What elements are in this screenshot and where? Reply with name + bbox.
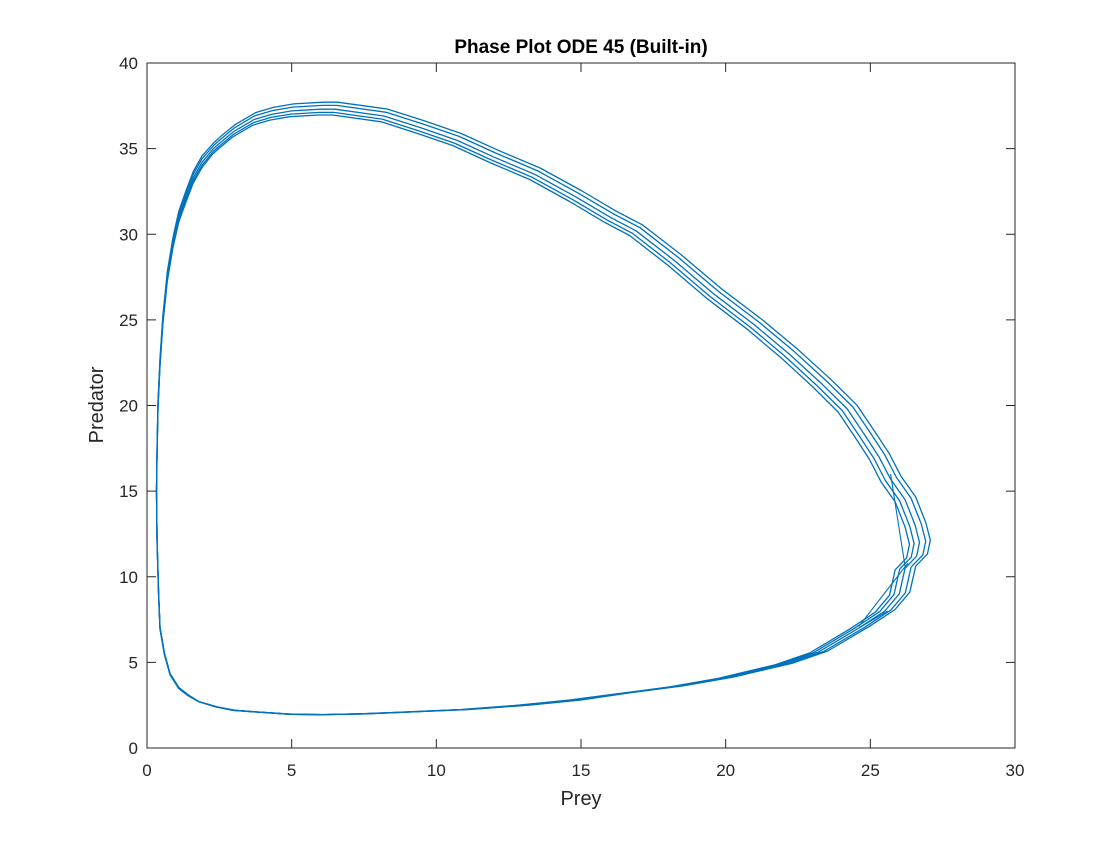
- y-tick-label: 40: [119, 54, 138, 73]
- y-axis-ticks: 0 5 10 15 20 25 30 35 40: [119, 54, 1015, 758]
- x-tick-label: 0: [142, 761, 151, 780]
- phase-trajectory-segment: [890, 473, 906, 567]
- y-tick-label: 30: [119, 225, 138, 244]
- phase-trajectory-segment: [858, 610, 888, 629]
- y-tick-label: 25: [119, 311, 138, 330]
- x-tick-label: 15: [572, 761, 591, 780]
- y-tick-label: 10: [119, 568, 138, 587]
- chart-title: Phase Plot ODE 45 (Built-in): [454, 37, 707, 58]
- x-axis-ticks: 0 5 10 15 20 25 30: [142, 63, 1024, 780]
- y-tick-label: 0: [129, 739, 138, 758]
- x-tick-label: 30: [1006, 761, 1025, 780]
- y-tick-label: 15: [119, 482, 138, 501]
- x-tick-label: 25: [861, 761, 880, 780]
- plot-area-background: [147, 63, 1015, 748]
- x-tick-label: 20: [716, 761, 735, 780]
- phase-curves: [155, 101, 931, 716]
- x-tick-label: 5: [287, 761, 296, 780]
- phase-trajectory-line: [155, 114, 911, 716]
- y-axis-label: Predator: [86, 366, 108, 443]
- x-tick-label: 10: [427, 761, 446, 780]
- y-tick-label: 35: [119, 140, 138, 159]
- y-tick-label: 5: [129, 653, 138, 672]
- y-tick-label: 20: [119, 397, 138, 416]
- x-axis-label: Prey: [560, 788, 601, 810]
- phase-trajectory-segment: [858, 562, 909, 627]
